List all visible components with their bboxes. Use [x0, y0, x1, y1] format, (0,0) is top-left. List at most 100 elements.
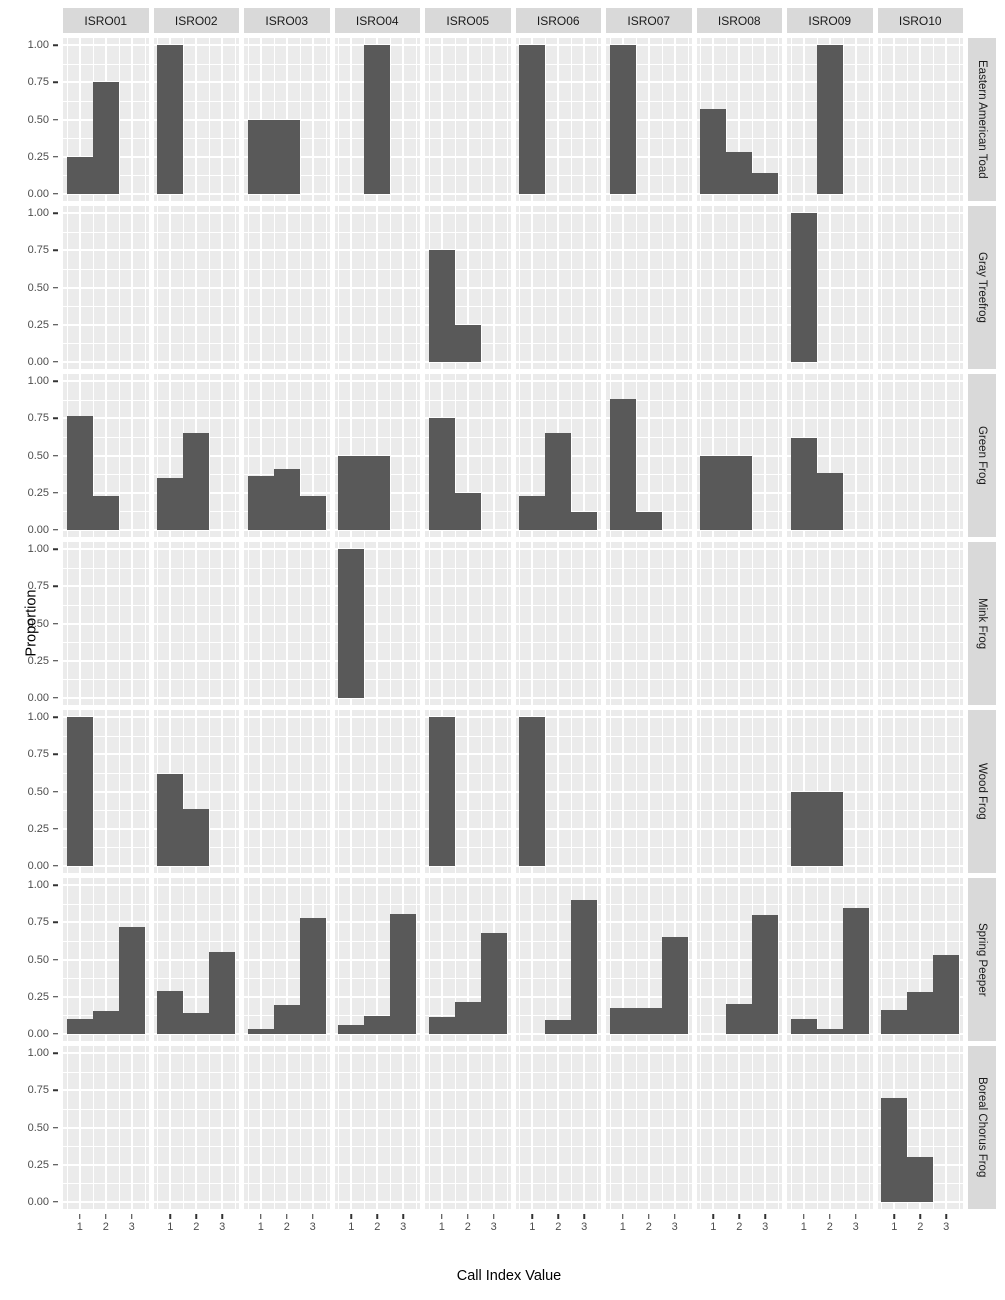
gridline-v-major: [466, 38, 469, 201]
y-tick-label: 0.00: [27, 1195, 49, 1208]
bar-isro08-x2: [726, 152, 753, 194]
gridline-v-minor: [571, 542, 573, 705]
bar-isro02-x3: [209, 952, 236, 1034]
gridline-v-minor: [868, 38, 870, 201]
x-tick-label: 2: [826, 1221, 833, 1233]
gridline-v-minor: [752, 206, 754, 369]
x-tick-label: 2: [555, 1221, 562, 1233]
gridline-v-minor: [325, 1046, 327, 1209]
bar-isro09-x1: [790, 1018, 817, 1034]
gridline-v-major: [130, 542, 133, 705]
gridline-v-minor: [235, 206, 237, 369]
x-tick-mark: [764, 1214, 766, 1219]
gridline-v-minor: [364, 542, 366, 705]
bar-isro04-x2: [364, 1015, 391, 1034]
x-axis-isro06: 1 2 3: [516, 1214, 602, 1250]
gridline-v-major: [259, 374, 262, 537]
x-tick-label: 2: [917, 1221, 924, 1233]
panel-isro10-row2: [877, 206, 963, 369]
gridline-v-minor: [959, 38, 961, 201]
gridline-v-minor: [959, 542, 961, 705]
gridline-v-minor: [726, 374, 728, 537]
gridline-v-minor: [325, 710, 327, 873]
x-tick-mark: [893, 1214, 896, 1219]
bar-isro03-x2: [273, 119, 300, 194]
gridline-v-minor: [933, 206, 935, 369]
bar-isro08-x2: [726, 455, 753, 530]
y-tick-label: 0.75: [27, 76, 49, 89]
x-tick-mark: [441, 1214, 443, 1219]
y-tick-mark: [53, 995, 58, 998]
gridline-v-major: [259, 878, 262, 1041]
gridline-v-minor: [790, 38, 792, 201]
gridline-v-minor: [778, 542, 780, 705]
gridline-v-minor: [416, 38, 418, 201]
gridline-v-major: [647, 710, 650, 873]
gridline-v-minor: [816, 374, 818, 537]
facet-column-strip-isro07: ISRO07: [606, 8, 692, 33]
y-tick-mark: [53, 864, 58, 867]
gridline-v-major: [492, 374, 495, 537]
panel-isro07-row3: [606, 374, 692, 537]
bar-isro05-x1: [428, 717, 455, 866]
gridline-v-major: [854, 1046, 857, 1209]
x-tick-mark: [919, 1214, 921, 1219]
bar-isro04-x2: [364, 45, 391, 194]
gridline-v-major: [945, 374, 948, 537]
panel-isro04-row7: [334, 1046, 420, 1209]
panel-isro06-row1: [515, 38, 601, 201]
gridline-v-minor: [545, 542, 547, 705]
gridline-v-minor: [454, 374, 456, 537]
gridline-v-minor: [247, 38, 249, 201]
gridline-v-minor: [506, 206, 508, 369]
bar-isro05-x1: [428, 1017, 455, 1034]
gridline-v-major: [854, 542, 857, 705]
panel-isro09-row7: [787, 1046, 873, 1209]
gridline-v-minor: [364, 710, 366, 873]
gridline-v-major: [402, 1046, 405, 1209]
facet-row-label: Boreal Chorus Frog: [976, 1077, 988, 1178]
gridline-v-major: [466, 206, 469, 369]
gridline-v-minor: [842, 206, 844, 369]
bar-isro09-x2: [816, 45, 843, 194]
y-tick-mark: [53, 1163, 58, 1166]
panel-isro02-row5: [153, 710, 239, 873]
gridline-v-minor: [299, 374, 301, 537]
x-axis-isro07: 1 2 3: [606, 1214, 692, 1250]
gridline-v-major: [402, 710, 405, 873]
gridline-v-minor: [635, 206, 637, 369]
y-tick-mark: [53, 659, 58, 662]
y-tick-mark: [53, 286, 58, 289]
gridline-v-minor: [868, 878, 870, 1041]
gridline-v-minor: [247, 206, 249, 369]
gridline-v-major: [712, 1046, 715, 1209]
gridline-v-minor: [364, 1046, 366, 1209]
x-axis-isro01: 1 2 3: [63, 1214, 149, 1250]
gridline-v-major: [531, 374, 534, 537]
gridline-v-minor: [790, 878, 792, 1041]
facet-row-strip: Spring Peeper: [968, 878, 996, 1041]
gridline-v-major: [169, 1046, 172, 1209]
gridline-v-minor: [338, 878, 340, 1041]
panel-isro07-row2: [606, 206, 692, 369]
panel-isro02-row7: [153, 1046, 239, 1209]
gridline-v-minor: [609, 878, 611, 1041]
gridline-v-minor: [183, 878, 185, 1041]
panel-isro05-row5: [425, 710, 511, 873]
gridline-v-minor: [790, 542, 792, 705]
x-axis-isro09: 1 2 3: [787, 1214, 873, 1250]
gridline-v-minor: [881, 878, 883, 1041]
gridline-v-minor: [144, 710, 146, 873]
facet-column-strip-isro04: ISRO04: [334, 8, 420, 33]
gridline-v-major: [195, 878, 198, 1041]
gridline-v-minor: [209, 1046, 211, 1209]
gridline-v-minor: [183, 542, 185, 705]
bar-isro01-x1: [66, 1018, 93, 1034]
gridline-v-major: [195, 1046, 198, 1209]
bar-isro02-x2: [183, 1012, 210, 1034]
gridline-v-major: [531, 206, 534, 369]
panel-isro10-row4: [877, 542, 963, 705]
bar-isro10-x2: [907, 992, 934, 1034]
panel-isro05-row7: [425, 1046, 511, 1209]
